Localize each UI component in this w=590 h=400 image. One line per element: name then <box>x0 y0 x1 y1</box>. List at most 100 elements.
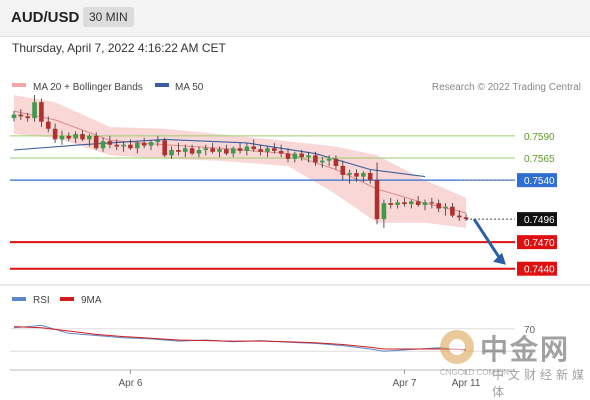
candle-body <box>148 142 154 146</box>
candle-body <box>25 116 30 119</box>
ma50-swatch <box>155 83 169 87</box>
rsi-legend: RSI 9MA <box>12 295 102 306</box>
candle-body <box>361 173 366 177</box>
legend-ma50: MA 50 <box>175 82 204 93</box>
price-levels: 0.7590 0.7565 0.7540 0.7496 0.7470 0.7440 <box>10 128 557 276</box>
candle-body <box>319 160 325 163</box>
candle-body <box>141 142 147 146</box>
watermark-sub: 中文财经新媒体 <box>492 368 589 399</box>
report-datetime: Thursday, April 7, 2022 4:16:22 AM CET <box>12 41 226 55</box>
candle-body <box>155 140 161 143</box>
rsi-panel: 70 <box>10 325 536 352</box>
bollinger-swatch <box>12 83 26 87</box>
watermark-brand: 中金网 <box>480 333 571 366</box>
candle-body <box>313 155 318 163</box>
candle-body <box>402 202 407 205</box>
timeframe-button[interactable]: 30 MIN <box>83 7 134 27</box>
candle-body <box>230 148 236 154</box>
level-label-2: 0.7540 <box>524 176 555 187</box>
candle-body <box>224 149 229 154</box>
legend-bollinger: MA 20 + Bollinger Bands <box>33 82 143 93</box>
level-label-0: 0.7590 <box>524 132 555 143</box>
level-label-box-1 <box>517 151 557 165</box>
candle-body <box>11 114 17 119</box>
candle-body <box>87 135 92 140</box>
candle-body <box>135 142 140 149</box>
x-tick-label: Apr 11 <box>452 378 481 389</box>
candle-body <box>354 173 359 177</box>
level-label-3: 0.7496 <box>524 215 555 226</box>
candle-body <box>52 128 58 140</box>
rsi-swatch <box>12 297 26 301</box>
watermark: 中金网 CNGOLD.COM.CN 中文财经新媒体 <box>440 328 590 399</box>
candle-body <box>80 134 85 140</box>
candle-body <box>409 201 414 205</box>
candle-body <box>93 135 99 149</box>
candle-body <box>59 135 65 140</box>
candle-body <box>217 149 222 152</box>
candle-body <box>436 203 441 209</box>
candle-body <box>189 148 195 154</box>
candle-body <box>388 203 394 205</box>
candle-body <box>169 150 174 156</box>
candlesticks <box>11 95 469 228</box>
candle-body <box>237 148 243 151</box>
candle-body <box>121 144 126 147</box>
rsi-9ma-line <box>13 326 467 350</box>
forecast-arrow <box>472 218 506 265</box>
candle-body <box>367 173 373 181</box>
candle-body <box>100 141 106 149</box>
candle-body <box>251 146 257 150</box>
candle-body <box>306 155 311 158</box>
candle-body <box>162 140 167 156</box>
candle-body <box>278 150 284 154</box>
candle-body <box>203 148 209 151</box>
candle-body <box>463 217 469 220</box>
candle-body <box>73 134 78 139</box>
candle-body <box>45 121 51 129</box>
candle-body <box>107 141 113 145</box>
x-tick-label: Apr 6 <box>118 378 142 389</box>
candle-body <box>244 146 250 151</box>
candle-body <box>114 144 120 147</box>
rsi-70-label: 70 <box>524 325 536 336</box>
candle-body <box>415 201 421 205</box>
candle-body <box>18 114 24 117</box>
candle-body <box>395 202 400 205</box>
x-axis: Apr 6 Apr 7 Apr 11 <box>118 370 481 389</box>
candle-body <box>66 135 72 139</box>
candle-body <box>258 149 263 152</box>
candle-body <box>340 165 346 175</box>
ma9-swatch <box>60 297 74 301</box>
candle-body <box>32 102 37 119</box>
candle-body <box>285 153 291 159</box>
level-label-1: 0.7565 <box>524 154 555 165</box>
candle-body <box>210 148 215 152</box>
candle-body <box>429 202 435 204</box>
price-legend: MA 20 + Bollinger Bands MA 50 Research ©… <box>12 82 581 93</box>
candle-body <box>176 150 181 152</box>
watermark-url: CNGOLD.COM.CN <box>440 368 509 377</box>
ma50-line <box>13 138 426 178</box>
candle-body <box>39 102 44 122</box>
candle-body <box>347 173 352 175</box>
forecast-arrow-head <box>493 252 506 265</box>
level-label-box-2 <box>517 173 557 188</box>
level-label-box-5 <box>517 261 557 276</box>
candle-body <box>381 203 387 220</box>
candle-body <box>443 206 448 209</box>
candle-body <box>326 158 332 161</box>
level-label-box-0 <box>517 128 557 143</box>
research-credit: Research © 2022 Trading Central <box>432 82 581 93</box>
symbol-label: AUD/USD <box>11 9 80 26</box>
level-label-5: 0.7440 <box>524 265 555 276</box>
candle-body <box>128 144 133 149</box>
candle-body <box>182 148 188 152</box>
candle-body <box>422 202 428 205</box>
bollinger-band-area <box>14 95 467 228</box>
candle-body <box>196 150 202 154</box>
cngold-logo-icon <box>440 330 474 364</box>
candle-body <box>299 153 304 158</box>
forecast-arrow-shaft <box>472 218 504 263</box>
candle-body <box>292 153 298 159</box>
